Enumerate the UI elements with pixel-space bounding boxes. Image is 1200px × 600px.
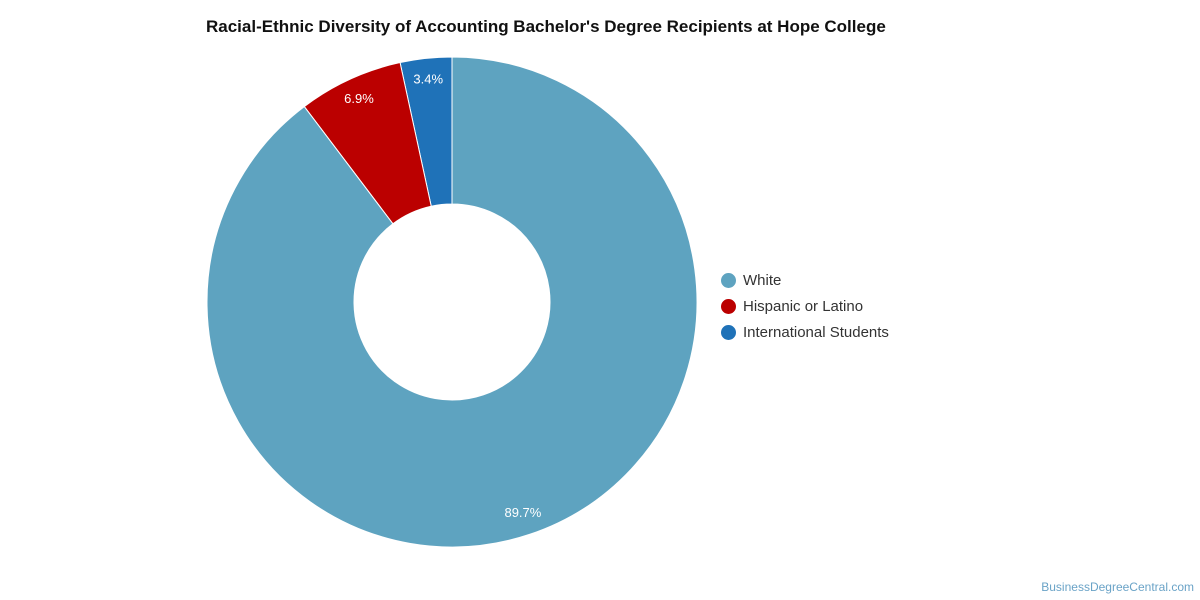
legend-item-white[interactable]: White <box>721 267 889 293</box>
data-label-white: 89.7% <box>504 505 541 520</box>
legend-swatch-international-students <box>721 324 736 340</box>
legend-item-international-students[interactable]: International Students <box>721 319 889 345</box>
chart-legend: White Hispanic or Latino International S… <box>721 267 889 345</box>
legend-label-white: White <box>743 271 782 289</box>
legend-swatch-white <box>721 272 736 288</box>
data-label-international-students: 3.4% <box>413 72 443 87</box>
legend-label-international-students: International Students <box>743 323 889 341</box>
slice-white[interactable] <box>206 56 698 548</box>
legend-item-hispanic-or-latino[interactable]: Hispanic or Latino <box>721 293 889 319</box>
chart-title: Racial-Ethnic Diversity of Accounting Ba… <box>206 17 886 36</box>
legend-label-hispanic-or-latino: Hispanic or Latino <box>743 297 864 315</box>
data-label-hispanic-or-latino: 6.9% <box>344 91 374 106</box>
source-credit[interactable]: BusinessDegreeCentral.com <box>1041 580 1194 594</box>
legend-swatch-hispanic-or-latino <box>721 298 736 314</box>
